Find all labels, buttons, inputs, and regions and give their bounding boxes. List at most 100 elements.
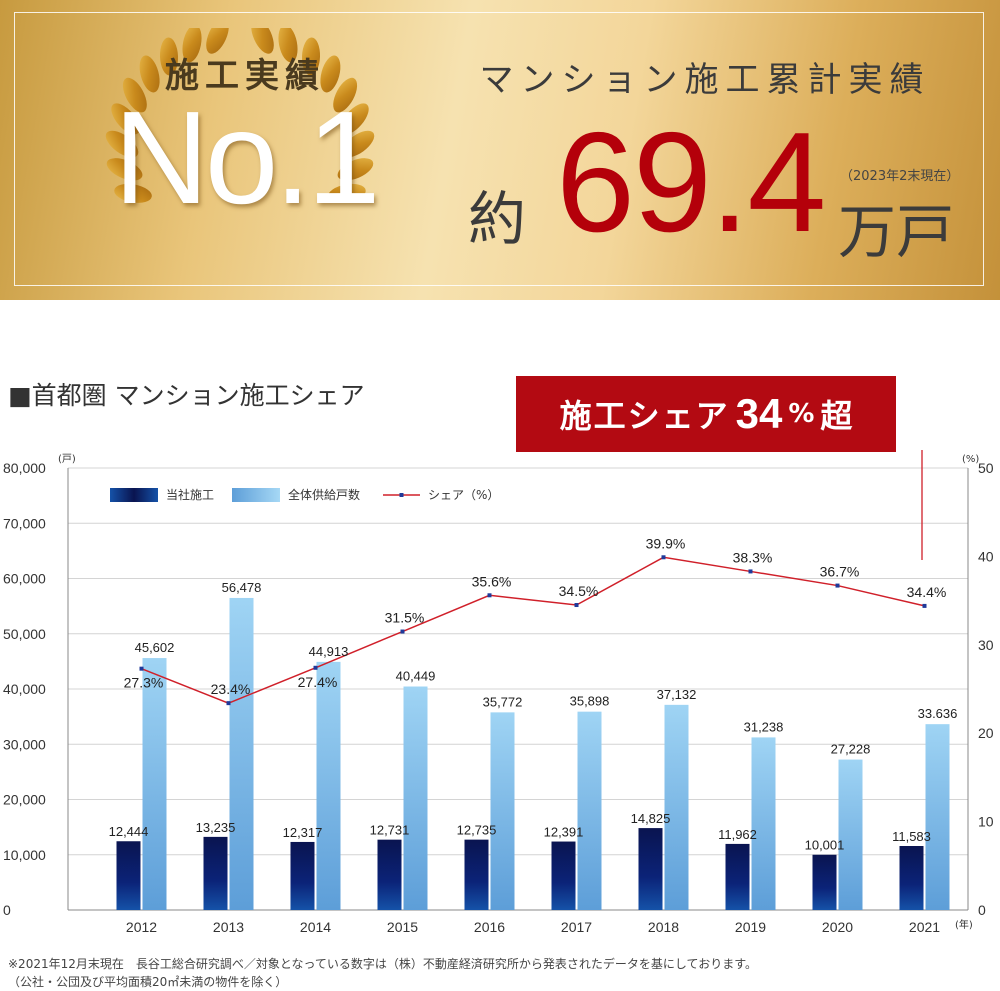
company-value-label: 12,731: [370, 823, 410, 838]
total-bar: [664, 704, 689, 910]
laurel-wreath-icon: [105, 28, 375, 203]
laurel-leaf: [337, 158, 374, 181]
total-value-label: 56,478: [222, 580, 262, 595]
share-callout-box: 施工シェア 34 % 超: [516, 376, 896, 452]
laurel-leaf: [206, 28, 229, 54]
laurel-leaf: [320, 55, 341, 93]
x-tick-label: 2017: [561, 919, 592, 935]
company-value-label: 12,735: [457, 823, 497, 838]
laurel-leaf: [111, 103, 140, 135]
total-bar: [751, 737, 776, 910]
y-right-tick-label: 50: [978, 460, 994, 476]
legend-label-total: 全体供給戸数: [288, 487, 360, 502]
banner-frame: [14, 12, 984, 286]
legend-label-company: 当社施工: [166, 487, 214, 502]
company-bar: [638, 828, 663, 910]
right-axis-unit: (%): [962, 454, 979, 465]
company-value-label: 10,001: [805, 838, 845, 853]
total-value-label: 33.636: [918, 706, 958, 721]
y-right-tick-label: 10: [978, 814, 994, 830]
company-bar: [551, 841, 576, 910]
share-value-label: 27.4%: [298, 674, 338, 690]
laurel-leaf: [278, 28, 298, 63]
company-bar: [725, 843, 750, 910]
company-value-label: 13,235: [196, 820, 236, 835]
x-tick-label: 2014: [300, 919, 331, 935]
x-tick-label: 2013: [213, 919, 244, 935]
laurel-leaf: [341, 130, 375, 158]
legend-label-share: シェア（%）: [428, 488, 499, 502]
x-tick-label: 2015: [387, 919, 418, 935]
company-bar: [203, 836, 228, 910]
legend-swatch-total: [232, 488, 280, 502]
company-bar: [464, 839, 489, 910]
y-left-tick-label: 70,000: [3, 515, 46, 531]
y-left-tick-label: 40,000: [3, 681, 46, 697]
share-value-label: 39.9%: [646, 535, 686, 551]
legend-swatch-company: [110, 488, 158, 502]
total-value-label: 37,132: [657, 687, 697, 702]
callout-tail: 超: [820, 397, 853, 435]
share-chart: 0 10,000 20,000 30,000 40,000 50,000 60,000 70,…: [3, 450, 994, 935]
total-value-label: 45,602: [135, 640, 175, 655]
total-bar: [490, 712, 515, 910]
share-value-label: 23.4%: [211, 681, 251, 697]
callout-number: 34: [735, 390, 783, 437]
company-value-label: 12,391: [544, 825, 584, 840]
share-value-label: 38.3%: [733, 549, 773, 565]
x-tick-label: 2019: [735, 919, 766, 935]
share-point: [661, 555, 666, 560]
share-point: [574, 603, 579, 608]
total-bar: [925, 724, 950, 910]
x-tick-label: 2012: [126, 919, 157, 935]
total-bar: [838, 759, 863, 910]
callout-text: 施工シェア: [559, 397, 730, 435]
x-tick-label: 2018: [648, 919, 679, 935]
laurel-leaf: [301, 37, 321, 76]
share-point: [139, 666, 144, 671]
laurel-leaf: [333, 77, 358, 113]
total-value-label: 40,449: [396, 669, 436, 684]
total-value-label: 35,772: [483, 694, 523, 709]
laurel-leaf: [159, 37, 179, 76]
share-value-label: 35.6%: [472, 573, 512, 589]
footnote-exclusion: （公社・公団及び平均面積20㎡未満の物件を除く）: [8, 975, 288, 989]
left-axis-unit: (戸): [58, 453, 76, 465]
laurel-leaf: [139, 55, 160, 93]
laurel-leaf: [182, 28, 202, 63]
share-point: [226, 701, 231, 706]
legend-marker-share: [399, 493, 404, 497]
cumulative-value: 69.4: [556, 103, 826, 262]
share-value-label: 31.5%: [385, 610, 425, 626]
total-value-label: 35,898: [570, 694, 610, 709]
total-bar: [229, 597, 254, 910]
total-bar: [577, 711, 602, 910]
total-bar: [403, 686, 428, 910]
y-left-tick-label: 10,000: [3, 847, 46, 863]
company-value-label: 14,825: [631, 811, 671, 826]
y-right-tick-label: 20: [978, 725, 994, 741]
company-bar: [899, 846, 924, 910]
y-right-tick-label: 40: [978, 548, 994, 564]
share-value-label: 34.4%: [907, 584, 947, 600]
footnote-source: ※2021年12月末現在 長谷工総合研究調べ／対象となっている数字は（株）不動産…: [8, 957, 757, 971]
company-bar: [377, 839, 402, 910]
share-point: [748, 569, 753, 574]
share-value-label: 36.7%: [820, 564, 860, 580]
y-left-tick-label: 80,000: [3, 460, 46, 476]
cumulative-prefix: 約: [468, 185, 527, 253]
share-value-label: 34.5%: [559, 583, 599, 599]
share-value-label: 27.3%: [124, 675, 164, 691]
company-value-label: 11,962: [718, 827, 757, 842]
share-point: [922, 603, 927, 608]
company-bar: [116, 841, 141, 910]
share-point: [835, 583, 840, 588]
laurel-leaf: [122, 77, 147, 113]
y-right-tick-label: 0: [978, 902, 986, 918]
chart-legend: 当社施工 全体供給戸数 シェア（%）: [110, 487, 499, 502]
total-bar: [142, 658, 167, 910]
x-axis-unit: (年): [955, 918, 973, 931]
company-bar: [290, 841, 315, 910]
y-right-tick-label: 30: [978, 637, 994, 653]
company-value-label: 12,317: [283, 825, 323, 840]
